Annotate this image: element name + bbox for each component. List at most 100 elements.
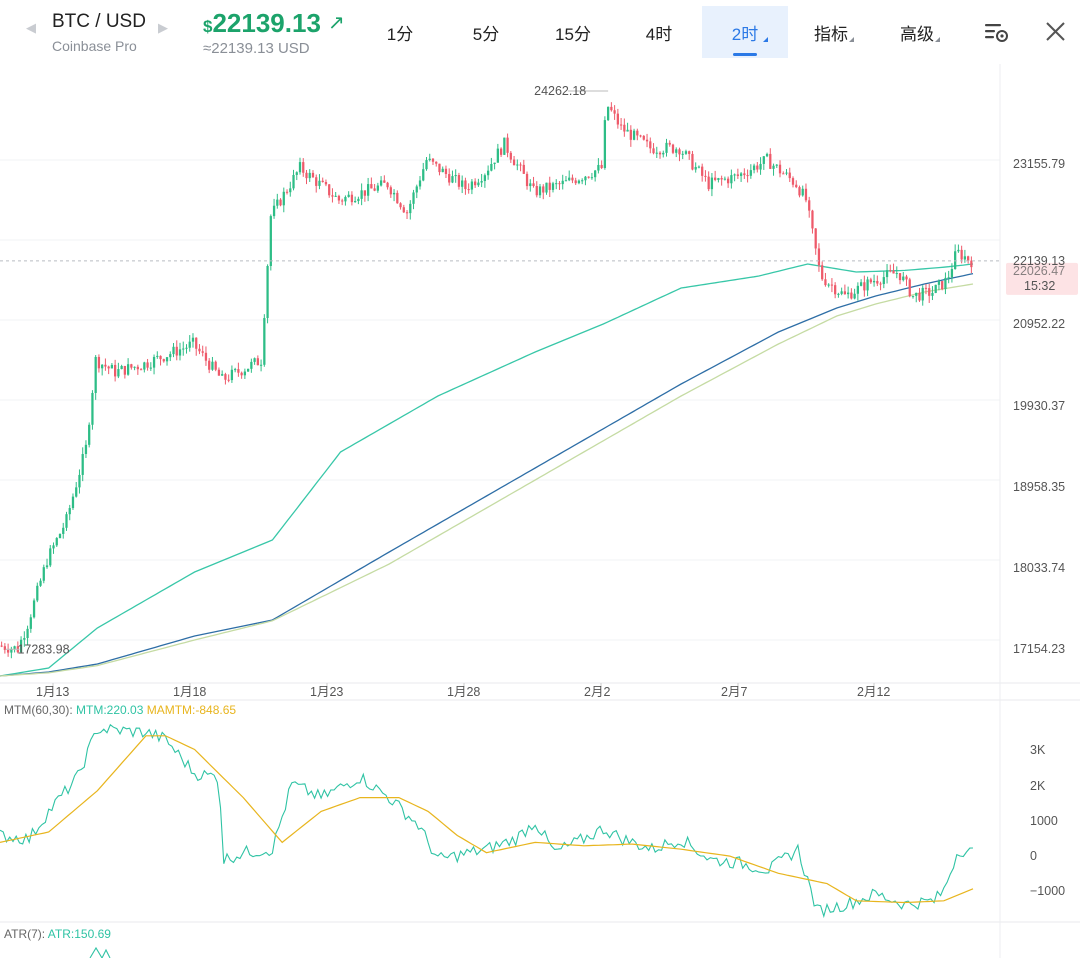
candle-body <box>898 273 902 281</box>
close-icon[interactable] <box>1042 18 1070 46</box>
candle-body <box>882 277 885 285</box>
candle-body <box>765 153 769 157</box>
timeframe-tab[interactable]: 4时 <box>616 6 702 58</box>
dropdown-corner-icon <box>763 37 768 42</box>
candle-body <box>402 207 405 213</box>
candle-body <box>736 174 739 176</box>
candle-body <box>457 175 461 187</box>
candle-body <box>548 182 551 190</box>
candle-body <box>107 366 110 369</box>
currency-symbol: $ <box>203 17 213 36</box>
candle-body <box>75 487 78 497</box>
candle-body <box>853 293 856 299</box>
mtm-axis-tick-label: 1000 <box>1030 814 1058 828</box>
candle-body <box>675 149 678 153</box>
timeframe-tab-label: 5分 <box>472 24 500 44</box>
chart-settings-icon[interactable] <box>982 18 1010 46</box>
candle-body <box>198 348 201 352</box>
candle-body <box>357 198 360 202</box>
timeframe-tab[interactable]: 5分 <box>444 6 528 58</box>
candle-body <box>214 361 217 370</box>
last-price-value: 22139.13 <box>212 8 321 38</box>
candle-body <box>772 165 775 169</box>
candle-body <box>924 287 928 289</box>
candle-body <box>937 281 941 285</box>
moving-average-line <box>0 263 974 677</box>
candle-body <box>931 292 934 296</box>
candle-body <box>483 175 487 182</box>
candle-body <box>642 135 645 140</box>
y-axis-tick-label: 17154.23 <box>1013 642 1065 656</box>
candle-body <box>360 190 363 199</box>
candle-body <box>146 362 149 368</box>
timeframe-tab-label: 高级 <box>900 24 934 44</box>
prev-symbol-icon[interactable]: ◀ <box>26 20 36 35</box>
timeframe-tab[interactable]: 高级 <box>874 6 960 58</box>
low-marker-label: 17283.98 <box>17 642 69 656</box>
secondary-price-label: 22026.47 <box>1013 264 1065 278</box>
candle-body <box>431 158 435 162</box>
candle-body <box>169 354 172 358</box>
y-axis-tick-label: 20952.22 <box>1013 317 1065 331</box>
timeframe-tab-label: 1分 <box>386 24 414 44</box>
candle-body <box>13 646 16 649</box>
candle-body <box>600 164 603 168</box>
candle-body <box>474 181 477 186</box>
candle-body <box>733 174 736 176</box>
candle-body <box>159 355 162 360</box>
candle-body <box>944 277 947 290</box>
candle-body <box>172 346 175 355</box>
candle-body <box>561 180 564 185</box>
candle-body <box>71 496 75 509</box>
candle-body <box>45 565 49 568</box>
candle-body <box>250 361 253 369</box>
candle-body <box>509 152 512 160</box>
candle-body <box>123 365 127 375</box>
candle-body <box>558 183 561 185</box>
candle-body <box>668 142 671 145</box>
candle-body <box>285 191 289 193</box>
candle-body <box>201 351 204 353</box>
candle-body <box>110 364 114 369</box>
candle-body <box>486 170 490 176</box>
candle-body <box>658 152 662 155</box>
candle-body <box>837 293 840 295</box>
candle-body <box>383 180 386 183</box>
y-axis-tick-label: 23155.79 <box>1013 157 1065 171</box>
candle-body <box>726 178 730 184</box>
dropdown-corner-icon <box>849 37 854 42</box>
candle-body <box>379 180 383 186</box>
candle-body <box>749 170 752 176</box>
atr-line <box>89 946 111 958</box>
candle-body <box>263 318 266 365</box>
legend-entry: MAMTM:-848.65 <box>147 703 237 717</box>
timeframe-tab[interactable]: 指标 <box>788 6 874 58</box>
candle-body <box>775 164 778 166</box>
candle-body <box>610 106 613 111</box>
timeframe-tab[interactable]: 1分 <box>358 6 442 58</box>
x-axis-tick-label: 1月23 <box>310 685 343 699</box>
candle-body <box>824 279 827 286</box>
candle-body <box>26 628 29 639</box>
timeframe-tab[interactable]: 15分 <box>530 6 616 58</box>
candle-body <box>555 183 558 185</box>
candle-body <box>791 178 795 185</box>
legend-entry: MTM(60,30): <box>4 703 76 717</box>
candle-body <box>821 265 824 280</box>
candle-body <box>276 199 279 206</box>
candle-body <box>152 356 156 368</box>
timeframe-tab[interactable]: 2时 <box>702 6 788 58</box>
candle-body <box>341 200 344 202</box>
candle-body <box>392 192 396 195</box>
candle-body <box>477 182 480 186</box>
candle-body <box>42 567 45 581</box>
next-symbol-icon[interactable]: ▶ <box>158 20 168 35</box>
legend-entry: ATR:150.69 <box>48 927 111 941</box>
candle-body <box>188 341 191 348</box>
candle-body <box>448 174 451 183</box>
symbol-name[interactable]: BTC / USD <box>52 11 146 32</box>
candle-body <box>334 195 337 197</box>
candle-body <box>574 180 577 184</box>
